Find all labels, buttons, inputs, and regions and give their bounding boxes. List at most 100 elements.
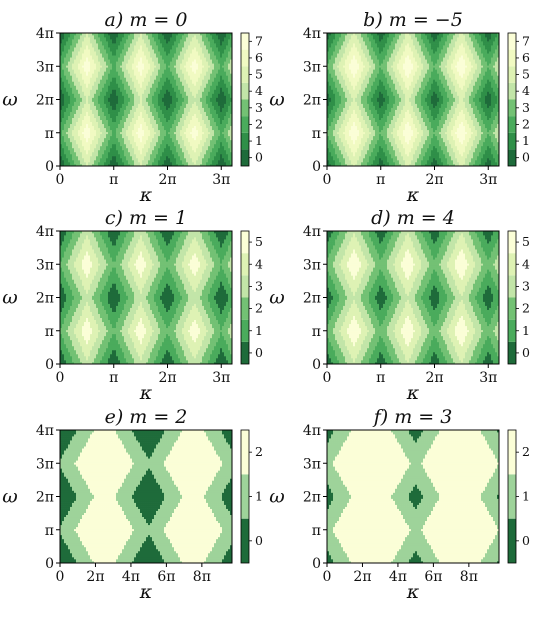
heatmap-cell <box>178 91 180 93</box>
heatmap-cell <box>190 43 192 45</box>
heatmap-cell <box>150 71 152 73</box>
heatmap-cell <box>136 142 138 144</box>
heatmap-cell <box>176 39 178 41</box>
heatmap-cell <box>68 51 70 53</box>
heatmap-cell <box>166 83 168 85</box>
heatmap-cell <box>84 100 86 102</box>
heatmap-cell <box>188 35 190 37</box>
heatmap-cell <box>196 55 198 57</box>
heatmap-cell <box>76 43 78 45</box>
heatmap-cell <box>86 55 88 57</box>
heatmap-cell <box>106 63 108 65</box>
heatmap-cell <box>120 134 122 136</box>
heatmap-cell <box>182 134 184 136</box>
heatmap-cell <box>152 95 154 97</box>
heatmap-cell <box>134 63 136 65</box>
heatmap-cell <box>118 43 120 45</box>
heatmap-cell <box>172 35 174 37</box>
heatmap-cell <box>122 100 124 102</box>
heatmap-cell <box>172 83 174 85</box>
heatmap-cell <box>126 95 128 97</box>
heatmap-cell <box>184 100 186 102</box>
heatmap-cell <box>124 51 126 53</box>
heatmap-cell <box>130 79 132 81</box>
heatmap-cell <box>178 138 180 140</box>
heatmap-cell <box>156 158 158 160</box>
heatmap-cell <box>76 35 78 37</box>
heatmap-cell <box>210 154 212 156</box>
heatmap-cell <box>164 67 166 69</box>
heatmap-cell <box>180 43 182 45</box>
heatmap-cell <box>128 150 130 152</box>
heatmap-cell <box>170 118 172 120</box>
heatmap-cell <box>144 35 146 37</box>
heatmap-cell <box>164 47 166 49</box>
heatmap-cell <box>186 102 188 104</box>
heatmap-cell <box>182 51 184 53</box>
heatmap-cell <box>194 102 196 104</box>
heatmap-cell <box>68 43 70 45</box>
heatmap-cell <box>134 130 136 132</box>
heatmap-cell <box>160 150 162 152</box>
heatmap-cell <box>114 67 116 69</box>
heatmap-cell <box>116 83 118 85</box>
heatmap-cell <box>80 126 82 128</box>
heatmap-cell <box>116 39 118 41</box>
heatmap-cell <box>114 71 116 73</box>
panel-a: a) m = 00 π 2π 3π0π2π3π4πκω01234567 <box>2 9 263 206</box>
heatmap-cell <box>82 142 84 144</box>
heatmap-cell <box>134 59 136 61</box>
heatmap-cell <box>196 102 198 104</box>
heatmap-cell <box>80 51 82 53</box>
heatmap-cell <box>112 35 114 37</box>
heatmap-cell <box>100 83 102 85</box>
heatmap-cell <box>90 79 92 81</box>
heatmap-cell <box>120 87 122 89</box>
heatmap-cell <box>194 55 196 57</box>
heatmap-cell <box>192 51 194 53</box>
heatmap-cell <box>130 47 132 49</box>
heatmap-cell <box>142 158 144 160</box>
heatmap-cell <box>122 154 124 156</box>
heatmap-cell <box>208 71 210 73</box>
heatmap-cell <box>192 130 194 132</box>
heatmap-cell <box>152 63 154 65</box>
heatmap-cell <box>70 39 72 41</box>
heatmap-cell <box>180 118 182 120</box>
heatmap-cell <box>98 122 100 124</box>
heatmap-cell <box>150 87 152 89</box>
heatmap-cell <box>114 55 116 57</box>
heatmap-cell <box>110 67 112 69</box>
heatmap-cell <box>184 146 186 148</box>
heatmap-cell <box>204 95 206 97</box>
heatmap-cell <box>118 67 120 69</box>
heatmap-cell <box>110 87 112 89</box>
heatmap-cell <box>154 55 156 57</box>
heatmap-cell <box>132 67 134 69</box>
heatmap-cell <box>128 134 130 136</box>
heatmap-cell <box>190 134 192 136</box>
heatmap-cell <box>72 51 74 53</box>
heatmap-cell <box>144 59 146 61</box>
heatmap-cell <box>144 55 146 57</box>
heatmap-cell <box>172 154 174 156</box>
heatmap-cell <box>178 130 180 132</box>
heatmap-cell <box>146 138 148 140</box>
heatmap-cell <box>114 95 116 97</box>
heatmap-cell <box>98 43 100 45</box>
heatmap-cell <box>136 71 138 73</box>
heatmap-cell <box>90 91 92 93</box>
heatmap-cell <box>200 110 202 112</box>
heatmap-cell <box>154 63 156 65</box>
heatmap-cell <box>108 83 110 85</box>
heatmap-cell <box>158 142 160 144</box>
heatmap-cell <box>176 79 178 81</box>
heatmap-cell <box>64 47 66 49</box>
heatmap-cell <box>166 150 168 152</box>
heatmap-cell <box>62 142 64 144</box>
heatmap-cell <box>68 63 70 65</box>
heatmap-cell <box>144 146 146 148</box>
heatmap-cell <box>168 126 170 128</box>
heatmap-cell <box>130 75 132 77</box>
heatmap-cell <box>132 87 134 89</box>
